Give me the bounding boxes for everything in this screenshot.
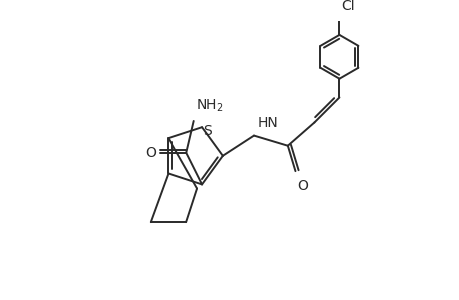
Text: O: O [145, 146, 156, 160]
Text: O: O [297, 178, 308, 193]
Text: NH$_2$: NH$_2$ [195, 97, 223, 113]
Text: S: S [203, 124, 212, 138]
Text: HN: HN [257, 116, 278, 130]
Text: Cl: Cl [341, 0, 354, 13]
